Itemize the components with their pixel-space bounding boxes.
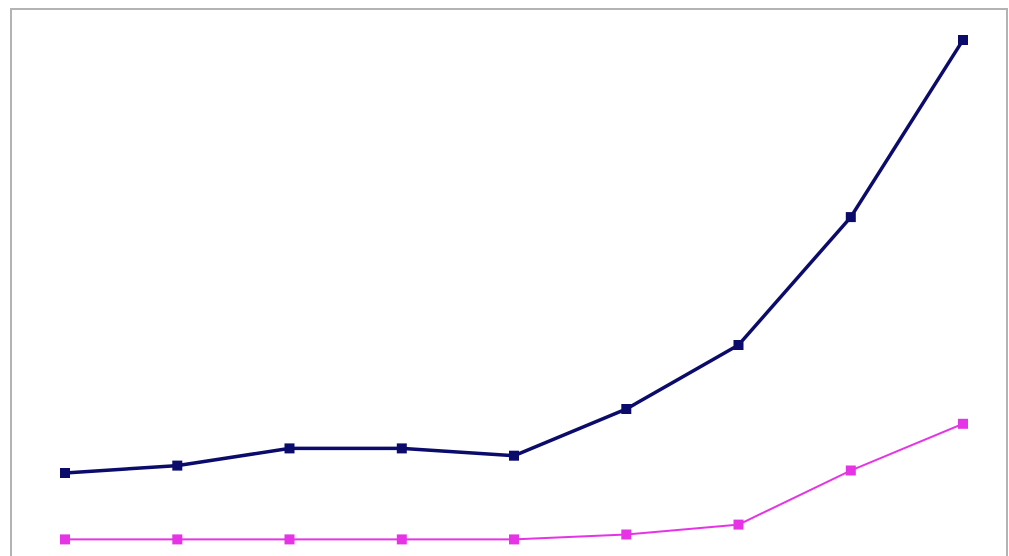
series-2-point-5 bbox=[509, 534, 519, 545]
series-2-point-3 bbox=[284, 534, 295, 545]
series-1-point-1 bbox=[60, 468, 70, 478]
series-2-point-2 bbox=[172, 534, 183, 545]
series-1-point-5 bbox=[509, 450, 519, 461]
series-layer bbox=[60, 35, 968, 545]
series-1-point-4 bbox=[396, 443, 407, 454]
series-1-point-7 bbox=[733, 340, 744, 350]
series-2-point-1 bbox=[60, 534, 70, 545]
plot-area bbox=[10, 8, 1008, 556]
series-2-point-7 bbox=[733, 519, 744, 530]
series-1-point-6 bbox=[621, 404, 632, 414]
series-1-point-9 bbox=[958, 35, 968, 45]
series-2-point-4 bbox=[396, 534, 407, 545]
series-2-point-6 bbox=[621, 529, 632, 540]
series-1-point-8 bbox=[845, 212, 856, 223]
series-1-point-2 bbox=[172, 460, 183, 471]
series-1-point-3 bbox=[284, 443, 295, 454]
series-2-point-9 bbox=[958, 418, 968, 429]
series-2-point-8 bbox=[845, 465, 856, 476]
